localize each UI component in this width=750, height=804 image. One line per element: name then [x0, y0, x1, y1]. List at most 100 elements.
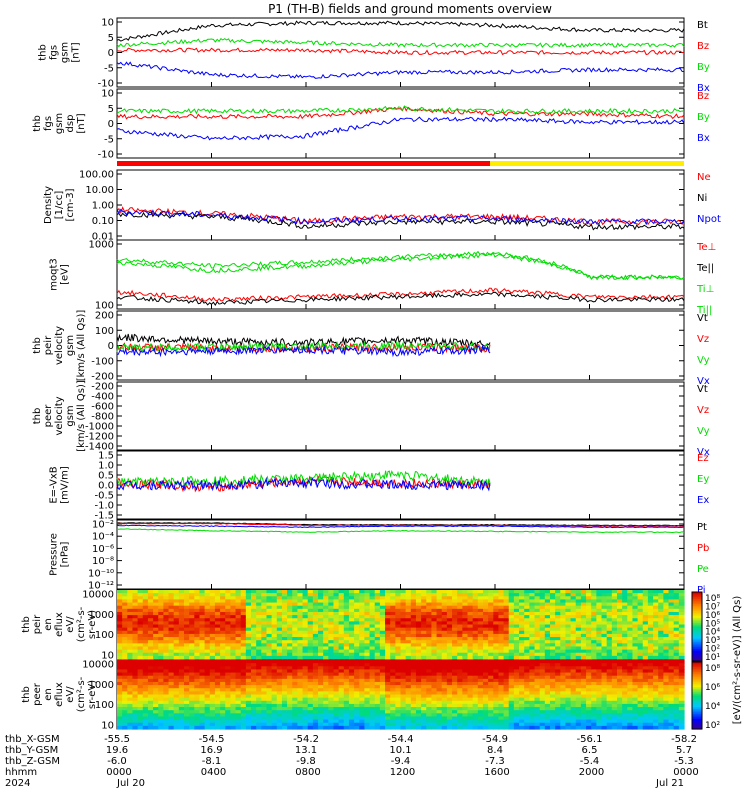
ylabel-line: gsm: [65, 405, 76, 426]
spectrogram-cell: [339, 726, 345, 730]
spectrogram-cell: [256, 726, 262, 730]
panel-frame: [117, 170, 684, 240]
spectrogram-cell: [148, 726, 154, 730]
spectrogram-cell: [303, 726, 309, 730]
spectrogram-cell: [560, 656, 566, 660]
ylabel-line: en: [43, 688, 54, 701]
spectrogram-cell: [483, 656, 489, 660]
ylabel-line: [1/cc]: [54, 191, 65, 220]
panel-ylabel: Density[1/cc][cm-3]: [43, 186, 76, 224]
spectrogram-cell: [318, 656, 324, 660]
spectrogram-cell: [297, 656, 303, 660]
spectrogram-cell: [524, 726, 530, 730]
y-tick-label: 10: [101, 89, 114, 100]
y-tick-label: -100: [91, 356, 114, 367]
spectrogram-cell: [514, 656, 520, 660]
panels-group: thbfgsgsm[nT]1050-5-10BtBzByBxthbfgsgsmd…: [21, 18, 721, 732]
spectrogram-cell: [174, 726, 180, 730]
spectrogram-cell: [385, 726, 391, 730]
ylabel-line: en: [43, 618, 54, 631]
spectrogram-cell: [607, 656, 613, 660]
ylabel-line: eV/: [65, 686, 76, 703]
ylabel-line: [nPa]: [60, 541, 71, 567]
spectrogram-cell: [468, 656, 474, 660]
ylabel-line: [mV/m]: [60, 466, 71, 504]
spectrogram-cell: [540, 656, 546, 660]
spectrogram-cell: [199, 726, 205, 730]
spectrogram-ion: [117, 590, 685, 660]
spectrogram-cell: [576, 656, 582, 660]
ylabel-line: fgs: [43, 116, 54, 131]
spectrogram-cell: [509, 726, 515, 730]
spectrogram-cell: [591, 656, 597, 660]
y-tick-label: 100: [95, 630, 114, 641]
spectrogram-cell: [220, 656, 226, 660]
spectrogram-cell: [339, 656, 345, 660]
spectrogram-cell: [261, 656, 267, 660]
spectrogram-cell: [437, 726, 443, 730]
ylabel-line: dsp: [65, 115, 76, 133]
ylabel-line: [cm-3]: [65, 188, 76, 221]
spectrogram-cell: [122, 656, 128, 660]
panel-frame: [117, 89, 684, 158]
spectrogram-cell: [169, 656, 175, 660]
panel-p6: thbpeervelocitygsm[km/s (All Qs)]-200-40…: [32, 380, 710, 458]
spectrogram-cell: [292, 726, 298, 730]
spectrogram-cell: [158, 656, 164, 660]
spectrogram-cell: [215, 656, 221, 660]
ylabel-line: [eV]: [60, 264, 71, 285]
spectrogram-cell: [272, 656, 278, 660]
ylabel-line: velocity: [54, 326, 65, 365]
spectrogram-cell: [292, 656, 298, 660]
spectrogram-cell: [498, 656, 504, 660]
ylabel-line: thb: [21, 686, 32, 703]
legend-Ez: Ez: [697, 453, 709, 464]
spectrogram-cell: [632, 656, 638, 660]
panel-ylabel: thbfgsgsmdsp[nT]: [32, 113, 87, 134]
spectrogram-cell: [493, 656, 499, 660]
spectrogram-cell: [431, 726, 437, 730]
spectrogram-cell: [266, 726, 272, 730]
spectrogram-cell: [674, 656, 680, 660]
spectrogram-cell: [452, 726, 458, 730]
spectrogram-cell: [272, 726, 278, 730]
spectrogram-cell: [529, 656, 535, 660]
spectrogram-cell: [586, 656, 592, 660]
y-tick-label: 0.10: [92, 216, 114, 227]
legend-Bx: Bx: [697, 133, 710, 144]
spectrogram-cell: [571, 726, 577, 730]
legend-Bz: Bz: [697, 41, 709, 52]
spectrogram-cell: [251, 726, 257, 730]
spectrogram-cell: [205, 656, 211, 660]
spectrogram-cell: [344, 656, 350, 660]
legend-Npot: Npot: [697, 214, 721, 225]
spectrogram-cell: [478, 656, 484, 660]
spectrogram-cell: [148, 656, 154, 660]
spectrogram-cell: [370, 656, 376, 660]
ylabel-line: [nT]: [71, 42, 82, 62]
spectrogram-cell: [194, 726, 200, 730]
spectrogram-cell: [627, 726, 633, 730]
y-tick-label: 10⁻⁸: [92, 556, 114, 567]
y-tick-label: 5: [108, 104, 114, 115]
spectrogram-cell: [287, 656, 293, 660]
spectrogram-cell: [504, 726, 510, 730]
spectrogram-cell: [127, 656, 133, 660]
spectrogram-cell: [612, 726, 618, 730]
spectrogram-cell: [447, 726, 453, 730]
ylabel-line: thb: [32, 115, 43, 132]
spectrogram-cell: [602, 726, 608, 730]
spectrogram-cell: [297, 726, 303, 730]
ylabel-line: E=-VxB: [49, 466, 60, 503]
spectrogram-cell: [354, 656, 360, 660]
y-tick-label: 10: [101, 18, 114, 29]
spectrogram-cell: [493, 726, 499, 730]
spectrogram-cell: [653, 656, 659, 660]
y-tick-label: 0: [108, 48, 114, 59]
spectrogram-cell: [333, 726, 339, 730]
spectrogram-cell: [426, 726, 432, 730]
legend-Vt: Vt: [697, 313, 708, 324]
spectrogram-cell: [442, 726, 448, 730]
